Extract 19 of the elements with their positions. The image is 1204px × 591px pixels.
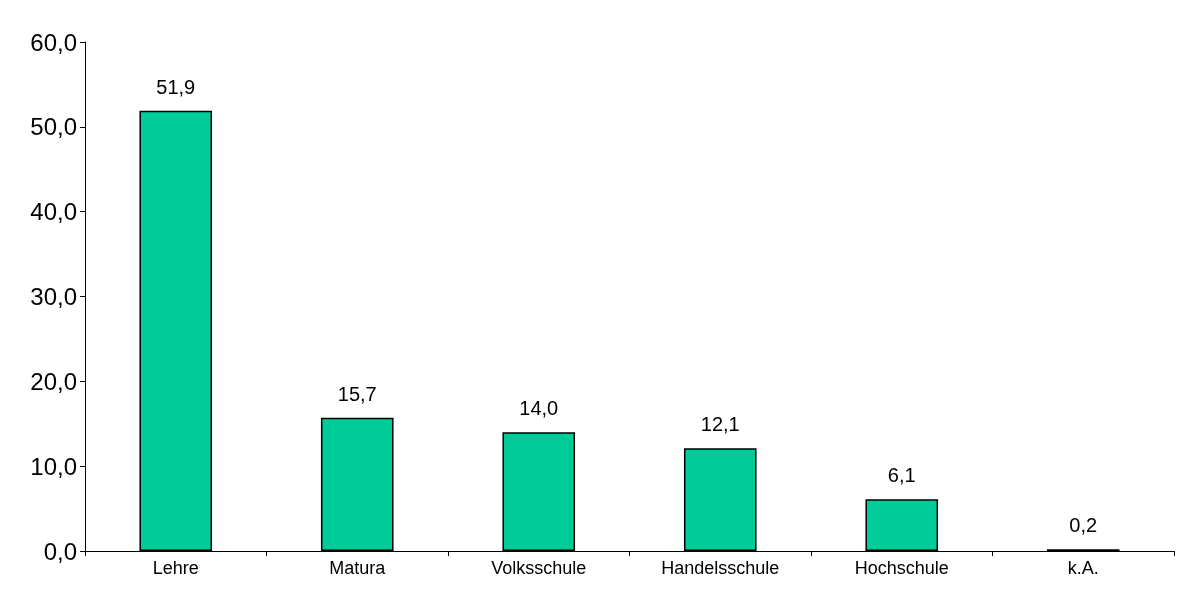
x-tick-label: Handelsschule [661, 558, 780, 578]
y-tick-label: 20,0 [30, 367, 77, 395]
x-tick-label: Hochschule [854, 558, 949, 578]
data-label: 51,9 [156, 75, 196, 98]
data-label: 14,0 [519, 397, 559, 420]
data-label: 12,1 [700, 413, 740, 436]
y-tick-label: 10,0 [30, 452, 77, 480]
y-tick-label: 0,0 [43, 537, 77, 565]
data-label: 6,1 [887, 464, 916, 487]
y-tick-label: 40,0 [30, 198, 77, 226]
x-tick-label: Volksschule [491, 558, 587, 578]
data-label: 15,7 [337, 382, 377, 405]
x-tick-label: k.A. [1067, 558, 1099, 578]
data-label: 0,2 [1069, 514, 1098, 537]
y-tick-label: 60,0 [30, 28, 77, 56]
y-tick-label: 50,0 [30, 113, 77, 141]
y-tick-label: 30,0 [30, 283, 77, 310]
x-tick-label: Matura [329, 558, 387, 578]
x-tick-label: Lehre [152, 558, 199, 578]
